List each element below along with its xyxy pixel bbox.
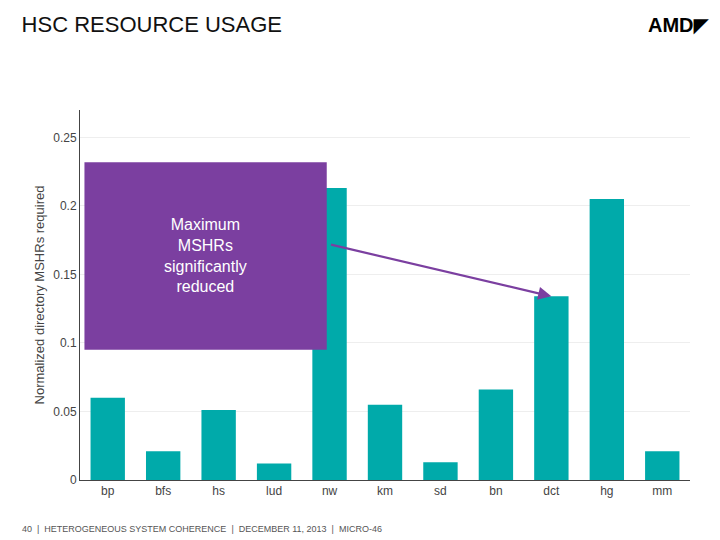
svg-text:dct: dct bbox=[543, 484, 560, 498]
svg-text:sd: sd bbox=[434, 484, 447, 498]
svg-text:bn: bn bbox=[489, 484, 502, 498]
svg-text:0.05: 0.05 bbox=[53, 405, 77, 419]
svg-text:MaximumMSHRssignificantlyreduc: MaximumMSHRssignificantlyreduced bbox=[164, 216, 247, 295]
svg-text:0.15: 0.15 bbox=[53, 268, 77, 282]
svg-text:Normalized directory MSHRs req: Normalized directory MSHRs required bbox=[32, 186, 47, 405]
svg-text:mm: mm bbox=[652, 484, 672, 498]
svg-text:0.25: 0.25 bbox=[53, 131, 77, 145]
svg-text:nw: nw bbox=[322, 484, 338, 498]
svg-text:0.2: 0.2 bbox=[60, 199, 77, 213]
svg-text:40 | HETEROGENEOUS SYSTEM CO: 40 | HETEROGENEOUS SYSTEM COHERENCE | DE… bbox=[22, 524, 382, 534]
svg-text:km: km bbox=[377, 484, 393, 498]
svg-text:0.1: 0.1 bbox=[60, 336, 77, 350]
svg-text:HSC RESOURCE USAGE: HSC RESOURCE USAGE bbox=[22, 12, 282, 37]
svg-text:AMD◤: AMD◤ bbox=[648, 14, 710, 36]
svg-text:bp: bp bbox=[101, 484, 115, 498]
svg-text:hs: hs bbox=[212, 484, 225, 498]
svg-text:0: 0 bbox=[70, 473, 77, 487]
svg-text:lud: lud bbox=[266, 484, 282, 498]
svg-text:bfs: bfs bbox=[155, 484, 171, 498]
svg-text:hg: hg bbox=[600, 484, 613, 498]
